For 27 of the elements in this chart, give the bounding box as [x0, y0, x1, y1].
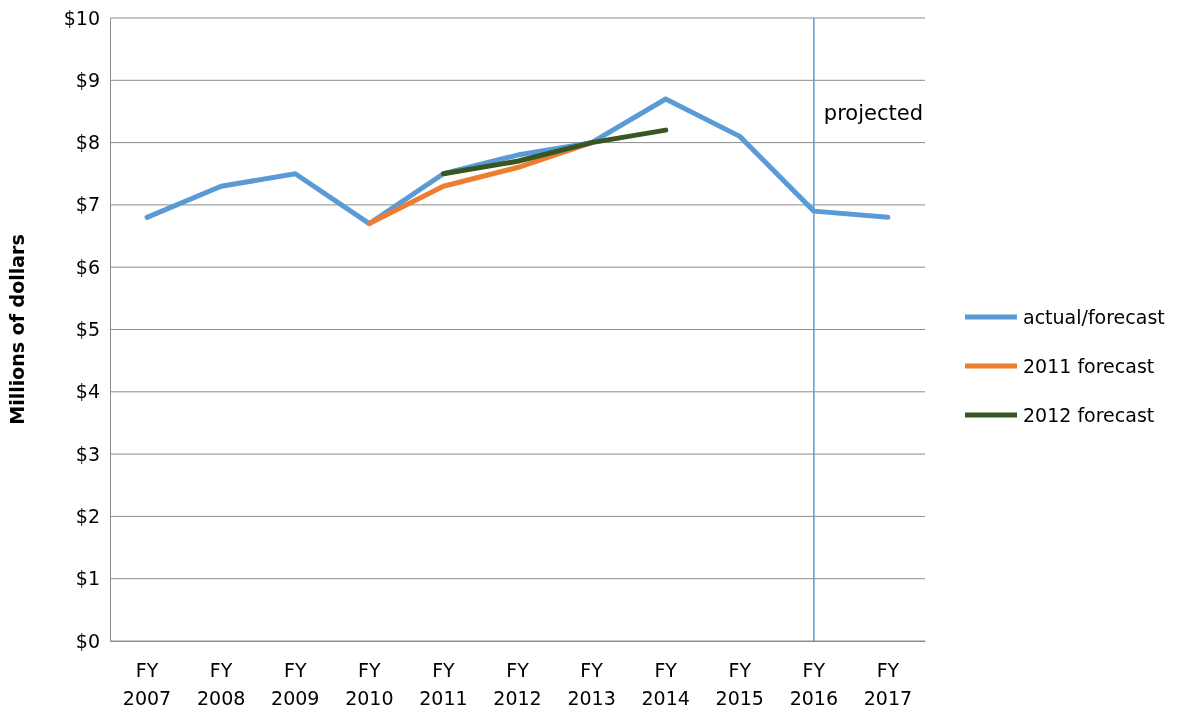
x-tick-label: FY 2009: [271, 659, 320, 709]
x-tick-label: FY 2013: [567, 659, 616, 709]
x-tick-label: FY 2016: [789, 659, 839, 709]
y-tick-label: $9: [75, 68, 100, 91]
y-tick-label: $7: [75, 193, 100, 216]
y-tick-label: $8: [75, 131, 100, 154]
legend-label: 2011 forecast: [1023, 355, 1155, 377]
legend-label: 2012 forecast: [1023, 404, 1155, 426]
y-tick-label: $0: [75, 629, 100, 652]
y-tick-label: $3: [75, 442, 100, 465]
x-tick-label: FY 2012: [493, 659, 542, 709]
x-tick-label: FY 2010: [345, 659, 394, 709]
y-tick-label: $4: [75, 380, 100, 403]
x-tick-label: FY 2014: [641, 659, 690, 709]
legend-label: actual/forecast: [1023, 306, 1165, 328]
x-tick-label: FY 2017: [863, 659, 913, 709]
x-tick-label: FY 2008: [196, 659, 246, 709]
y-axis-title: Millions of dollars: [6, 234, 28, 425]
x-tick-label: FY 2015: [715, 659, 764, 709]
y-tick-label: $5: [75, 318, 100, 341]
y-tick-label: $10: [63, 6, 100, 29]
y-tick-label: $1: [75, 567, 100, 590]
x-tick-label: FY 2007: [122, 659, 172, 709]
y-tick-label: $6: [75, 255, 100, 278]
ref-line-label: projected: [823, 101, 923, 125]
x-tick-label: FY 2011: [419, 659, 468, 709]
y-tick-label: $2: [75, 504, 100, 527]
